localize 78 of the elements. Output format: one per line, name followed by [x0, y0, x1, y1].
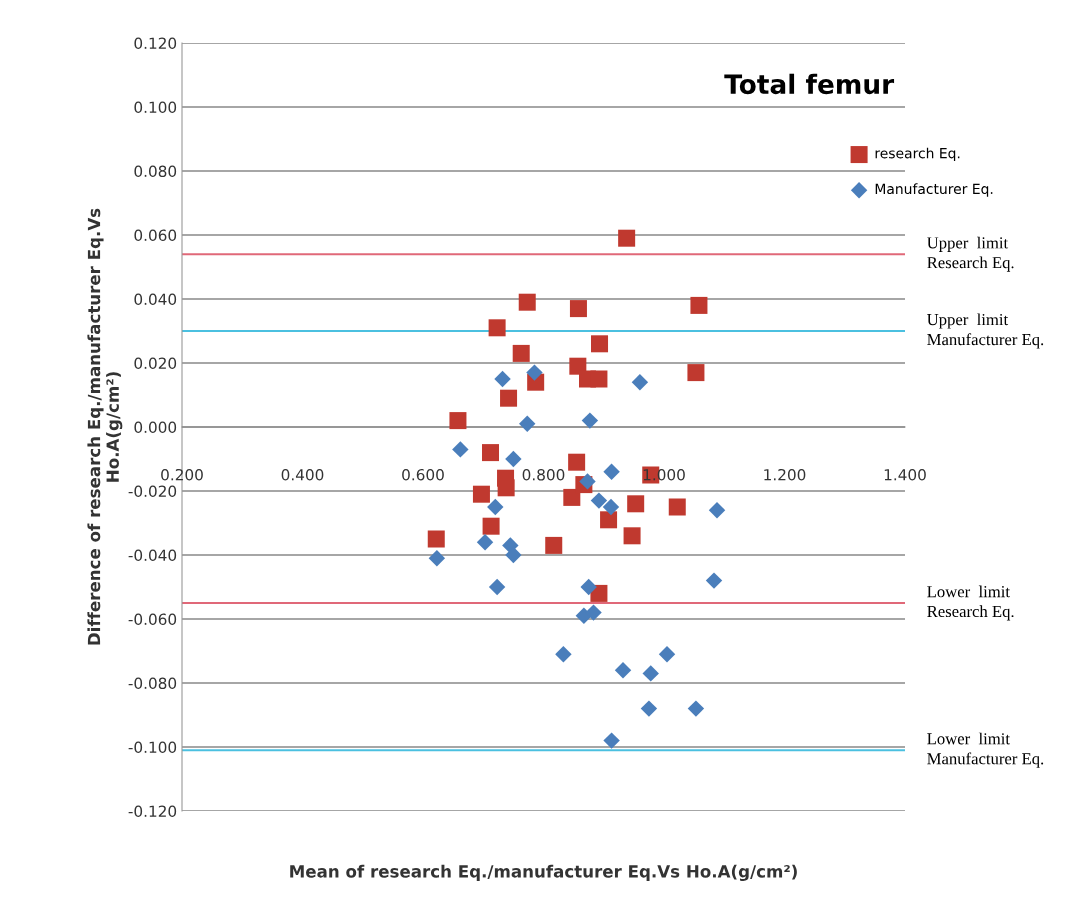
ref-line-label: Lower limit Research Eq.: [927, 585, 1014, 621]
y-tick-label: -0.060: [128, 613, 177, 626]
point: [690, 296, 708, 314]
y-tick-label: 0.120: [134, 37, 177, 50]
point: [505, 546, 522, 564]
y-tick-label: 0.020: [134, 357, 177, 370]
point: [640, 700, 658, 717]
point: [494, 370, 511, 388]
point: [563, 488, 581, 506]
point: [555, 645, 572, 663]
point: [585, 604, 602, 621]
y-tick-label: 0.060: [134, 229, 177, 242]
point: [687, 364, 705, 382]
point: [512, 344, 530, 362]
point: [705, 572, 723, 589]
point: [623, 527, 641, 545]
point: [602, 498, 620, 516]
point: [569, 300, 587, 318]
point: [505, 450, 522, 468]
point: [631, 373, 649, 391]
legend-label: research Eq.: [875, 147, 960, 162]
x-tick-label: 1.200: [764, 468, 806, 481]
point: [614, 661, 632, 679]
point: [472, 485, 490, 503]
y-tick-label: -0.080: [128, 677, 177, 690]
point: [658, 645, 676, 663]
text: Total femur: [724, 73, 895, 95]
point: [427, 530, 445, 548]
point: [452, 441, 469, 458]
x-tick-label: 0.600: [402, 468, 444, 481]
ref-line-label: Upper limit Research Eq.: [927, 236, 1014, 272]
point: [488, 319, 506, 337]
legend-label: Manufacturer Eq.: [875, 183, 993, 197]
ref-line-label: Upper limit Manufacturer Eq.: [927, 313, 1044, 349]
point: [500, 389, 518, 407]
point: [603, 732, 620, 749]
y-tick-label: -0.040: [128, 549, 177, 562]
point: [580, 578, 597, 596]
y-tick-label: 0.040: [134, 293, 177, 306]
y-tick-label: -0.100: [128, 741, 177, 754]
point: [579, 473, 596, 490]
point: [627, 495, 645, 513]
point: [603, 463, 620, 481]
y-axis-title: Difference of research Eq./manufacturer Eq.Vs Ho.A(g/cm²): [87, 208, 123, 645]
point: [590, 492, 608, 509]
point: [581, 412, 599, 429]
x-axis-title: Mean of research Eq./manufacturer Eq.Vs Ho.A(g/cm²): [290, 864, 797, 882]
point: [526, 364, 543, 381]
point: [568, 453, 586, 471]
point: [687, 700, 705, 717]
x-tick-label: 1.400: [884, 468, 926, 481]
point: [449, 412, 467, 430]
point: [642, 665, 659, 682]
y-tick-label: -0.020: [128, 485, 177, 498]
x-tick-label: 0.800: [522, 468, 565, 481]
point: [487, 498, 504, 516]
point: [482, 517, 500, 535]
point: [476, 533, 494, 551]
point: [590, 370, 608, 388]
ref-line-label: Lower limit Manufacturer Eq.: [927, 732, 1044, 768]
point: [481, 444, 499, 462]
point: [618, 229, 636, 247]
point: [428, 549, 446, 567]
x-tick-label: 0.400: [281, 468, 324, 481]
y-tick-label: 0.000: [134, 421, 177, 434]
y-tick-label: 0.100: [134, 101, 177, 114]
point: [591, 335, 609, 353]
x-tick-label: 0.200: [161, 468, 203, 481]
point: [600, 511, 618, 529]
point: [518, 293, 536, 311]
point: [488, 578, 506, 596]
point: [708, 501, 726, 519]
point: [545, 536, 563, 554]
point: [519, 415, 536, 433]
point: [497, 479, 515, 497]
y-tick-label: 0.080: [134, 165, 177, 178]
y-tick-label: -0.120: [128, 805, 177, 818]
point: [668, 498, 686, 516]
